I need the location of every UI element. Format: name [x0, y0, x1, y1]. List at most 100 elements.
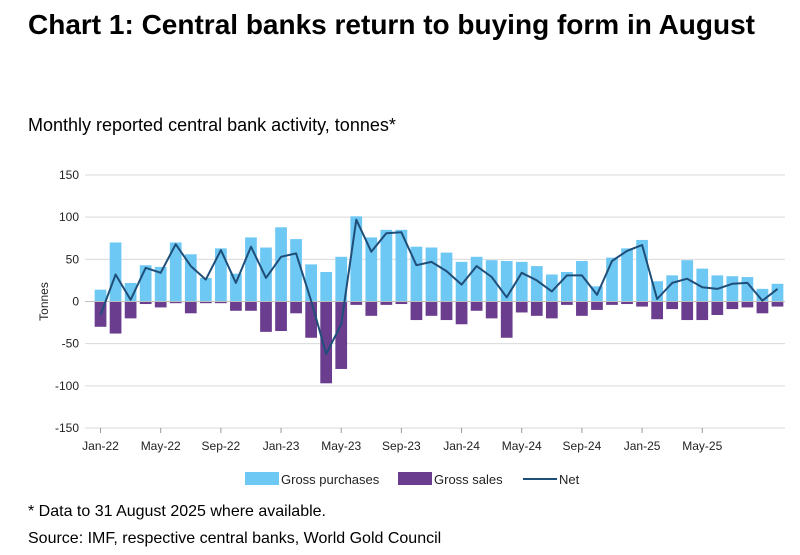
sales-bar: [199, 301, 212, 304]
sales-bar: [591, 301, 603, 310]
purchase-bar: [771, 283, 784, 302]
purchase-bar: [169, 242, 182, 302]
purchase-bar: [320, 271, 333, 302]
legend-sales-swatch: [398, 472, 432, 485]
purchase-bar: [260, 247, 272, 302]
sales-bar: [245, 301, 257, 311]
x-tick-label: Jan-25: [624, 439, 661, 453]
legend: Gross purchases Gross sales Net: [245, 472, 580, 487]
sales-bar: [305, 301, 317, 338]
x-tick-label: May-24: [502, 439, 542, 453]
sales-bar: [756, 301, 769, 314]
sales-bar: [681, 301, 694, 321]
sales-bar: [470, 301, 483, 311]
sales-bar: [395, 301, 408, 305]
x-tick-label: Sep-22: [202, 439, 241, 453]
sales-bar: [606, 301, 618, 305]
y-tick-label: 50: [66, 252, 80, 266]
sales-bar: [561, 301, 573, 305]
legend-purchases-swatch: [245, 472, 279, 485]
purchase-bar: [485, 260, 498, 302]
sales-bar: [726, 301, 739, 310]
net-line: [99, 218, 779, 355]
sales-bar: [636, 301, 648, 307]
chart-title: Chart 1: Central banks return to buying …: [28, 9, 756, 40]
sales-bar: [576, 301, 588, 316]
net-line-group: [99, 218, 779, 355]
y-tick-label: -150: [55, 421, 79, 435]
chart-subtitle: Monthly reported central bank activity, …: [28, 115, 396, 135]
purchase-bar: [470, 256, 483, 302]
purchase-bar: [230, 273, 242, 302]
purchase-bar: [726, 276, 739, 302]
sales-bar: [169, 301, 182, 304]
sales-bar: [380, 301, 393, 305]
purchase-bar: [545, 274, 558, 302]
x-tick-label: May-23: [321, 439, 361, 453]
sales-bar: [215, 301, 227, 304]
purchase-bar: [455, 261, 468, 302]
sales-bar: [425, 301, 438, 316]
sales-bar: [651, 301, 663, 320]
purchase-bar: [290, 239, 302, 302]
sales-bar: [741, 301, 754, 308]
purchase-bar: [440, 252, 453, 302]
legend-purchases-text: Gross purchases: [281, 472, 380, 487]
purchase-bar: [275, 227, 287, 302]
x-tick-label: May-25: [682, 439, 722, 453]
sales-bar: [545, 301, 558, 319]
y-axis-label: Tonnes: [37, 282, 51, 321]
y-tick-label: 150: [59, 168, 79, 182]
purchase-bar: [666, 275, 679, 302]
source-note: Source: IMF, respective central banks, W…: [28, 530, 442, 547]
purchase-bar: [395, 229, 408, 302]
x-tick-label: May-22: [141, 439, 181, 453]
x-tick-label: Sep-24: [563, 439, 602, 453]
purchase-bar: [305, 264, 317, 302]
x-tick-label: Jan-24: [443, 439, 480, 453]
purchase-bar: [651, 281, 663, 302]
purchase-bar: [606, 257, 618, 302]
sales-bar: [260, 301, 272, 332]
sales-bar: [515, 301, 528, 313]
sales-bar: [184, 301, 197, 314]
sales-bar: [410, 301, 423, 321]
purchase-bar: [365, 237, 378, 302]
purchase-bar: [681, 260, 694, 302]
sales-bar: [290, 301, 302, 314]
purchase-bar: [335, 256, 348, 302]
footnote: * Data to 31 August 2025 where available…: [28, 503, 326, 520]
sales-bar: [696, 301, 709, 321]
x-tick-label: Jan-22: [82, 439, 119, 453]
sales-bar: [711, 301, 724, 315]
legend-net-text: Net: [559, 472, 580, 487]
purchase-bar: [199, 277, 212, 302]
purchase-bar: [184, 254, 197, 302]
y-tick-label: 0: [72, 295, 79, 309]
sales-bar: [365, 301, 378, 316]
x-axis: Jan-22 May-22 Sep-22 Jan-23 May-23 Sep-23 Jan-…: [82, 428, 723, 453]
purchase-bar: [561, 271, 573, 302]
sales-bar: [440, 301, 453, 321]
sales-bar: [771, 301, 784, 307]
x-tick-label: Sep-23: [382, 439, 421, 453]
y-tick-label: -50: [62, 337, 80, 351]
sales-bar: [335, 301, 348, 369]
sales-bar: [154, 301, 167, 308]
sales-bar: [139, 301, 152, 305]
purchase-bar: [410, 246, 423, 302]
purchase-bar: [139, 265, 152, 302]
purchase-bar: [215, 248, 227, 302]
purchase-bar: [621, 248, 633, 302]
sales-bar: [320, 301, 333, 384]
sales-bar: [124, 301, 137, 319]
purchase-bar: [124, 282, 137, 302]
sales-bar: [230, 301, 242, 311]
legend-sales-text: Gross sales: [434, 472, 503, 487]
purchase-bar: [154, 266, 167, 302]
sales-bar: [350, 301, 363, 305]
purchase-bar: [350, 216, 363, 302]
y-tick-label: 100: [59, 210, 79, 224]
bars-group: [94, 216, 784, 384]
